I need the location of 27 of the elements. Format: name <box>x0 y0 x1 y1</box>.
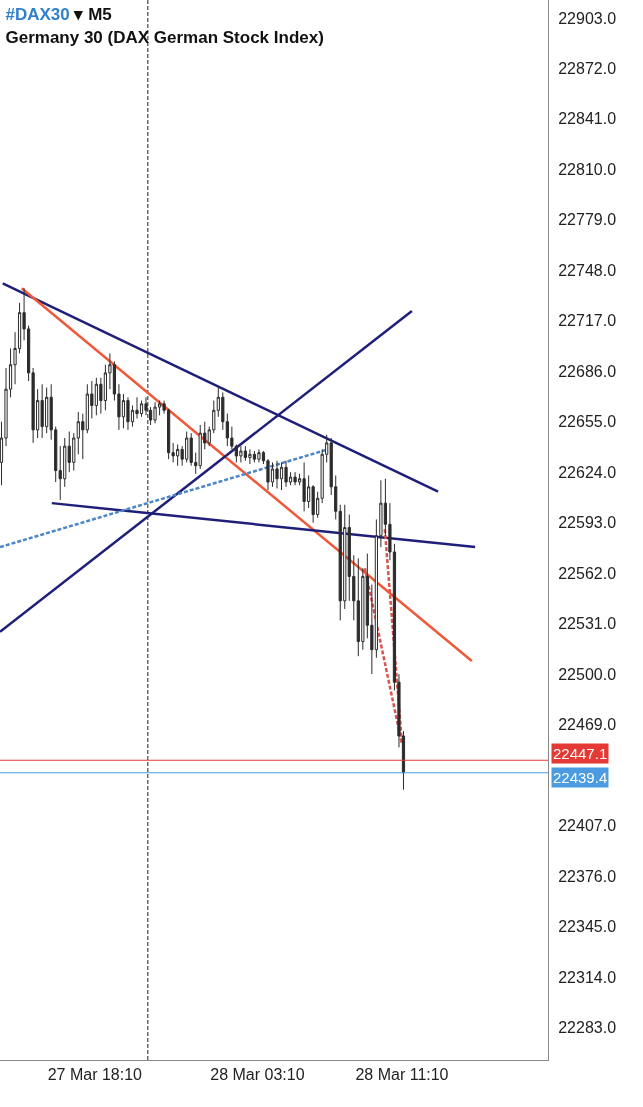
y-tick-label: 22748.0 <box>558 261 617 279</box>
y-tick-label: 22469.0 <box>558 716 617 734</box>
y-tick-label: 22779.0 <box>558 211 617 229</box>
x-tick-label: 28 Mar 11:10 <box>355 1066 449 1084</box>
x-tick-label: 27 Mar 18:10 <box>47 1066 143 1084</box>
ref-line-label: 22439.4 <box>553 769 608 786</box>
y-tick-label: 22562.0 <box>558 564 617 582</box>
text: Germany 30 (DAX German Stock Index) <box>5 27 324 47</box>
chart-title: #DAX30 ▾ M5 <box>5 5 112 25</box>
y-tick-label: 22841.0 <box>558 110 617 128</box>
y-tick-label: 22655.0 <box>558 413 617 431</box>
x-tick-label: 28 Mar 03:10 <box>210 1066 305 1084</box>
y-tick-label: 22376.0 <box>558 867 617 885</box>
y-tick-label: 22593.0 <box>558 514 617 532</box>
ref-line-label: 22447.1 <box>553 745 608 762</box>
y-tick-label: 22531.0 <box>558 615 617 633</box>
y-tick-label: 22686.0 <box>558 362 617 380</box>
y-tick-label: 22717.0 <box>558 312 617 330</box>
y-tick-label: 22314.0 <box>558 968 617 986</box>
y-tick-label: 22903.0 <box>558 9 617 27</box>
y-tick-label: 22345.0 <box>558 918 617 936</box>
y-tick-label: 22407.0 <box>558 817 617 835</box>
y-tick-label: 22810.0 <box>558 160 617 178</box>
y-tick-label: 22500.0 <box>558 665 617 683</box>
y-tick-label: 22872.0 <box>558 59 617 77</box>
y-tick-label: 22283.0 <box>558 1019 617 1037</box>
y-tick-label: 22624.0 <box>558 463 617 481</box>
